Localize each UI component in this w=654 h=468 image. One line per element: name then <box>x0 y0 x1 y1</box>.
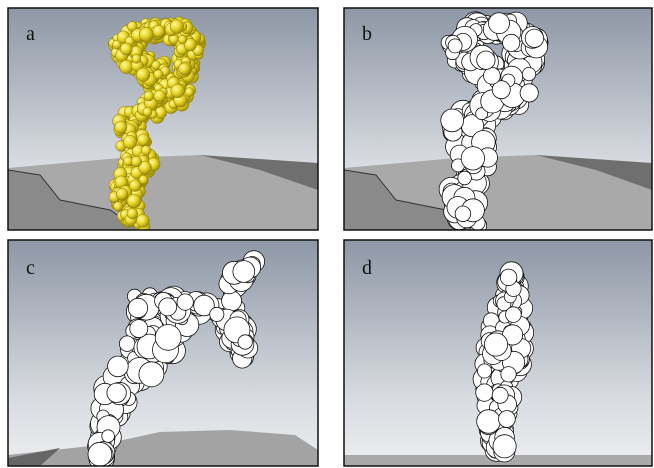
plume-puff <box>107 383 126 402</box>
plume-puff <box>493 435 516 458</box>
plume-puff <box>503 34 520 51</box>
plume-puff <box>441 109 464 132</box>
panel-c <box>8 240 318 468</box>
plume-puff <box>137 134 149 146</box>
plume-puff <box>102 430 115 443</box>
plume-puff <box>233 261 255 283</box>
panel-b <box>344 8 652 234</box>
plume-puff <box>136 68 150 82</box>
plume-puff <box>506 307 522 323</box>
panel-a <box>8 8 318 233</box>
plume-puff <box>499 411 516 428</box>
plume-puff <box>500 269 517 286</box>
panel-label: d <box>362 257 372 279</box>
plume-puff <box>130 320 148 338</box>
plume-puff <box>492 387 508 403</box>
plume-puff <box>119 336 135 352</box>
plume-puff <box>108 356 129 377</box>
plume-puff <box>238 335 252 349</box>
plume-puff <box>116 188 128 200</box>
plume-puff <box>178 35 187 44</box>
plume-puff <box>171 84 185 98</box>
plume-puff <box>154 90 166 102</box>
plume-puff <box>144 91 154 101</box>
plume-puff <box>132 54 141 63</box>
panel-label: b <box>362 23 372 45</box>
figure: a b c d <box>0 0 654 468</box>
plume-puff <box>170 20 184 34</box>
plume-puff <box>139 362 164 387</box>
panel-label: a <box>26 23 35 45</box>
plume-puff <box>222 291 242 311</box>
plume-puff <box>210 307 224 321</box>
plume-puff <box>476 384 493 401</box>
plume-puff <box>131 156 142 167</box>
plume-puff <box>185 88 194 97</box>
plume-puff <box>153 25 165 37</box>
plume-puff <box>179 63 191 75</box>
plume-puff <box>484 67 501 84</box>
plume-puff <box>139 27 153 41</box>
plume-puff <box>143 107 152 116</box>
plume-puff <box>501 367 516 382</box>
plume-puff <box>113 202 122 211</box>
plume-puff <box>128 298 147 317</box>
plume-puff <box>123 135 137 149</box>
plume-puff <box>489 13 510 34</box>
plume-puff <box>136 214 149 227</box>
plume-puff <box>455 206 471 222</box>
plume-puff <box>154 70 163 79</box>
plume-puff <box>115 121 127 133</box>
plume-puff <box>448 39 462 53</box>
plume-puff <box>477 51 495 69</box>
plume-puff <box>522 67 535 80</box>
plume-puff <box>141 146 151 156</box>
plume-puff <box>129 180 141 192</box>
plume-puff <box>127 194 141 208</box>
plume-puff <box>177 294 193 310</box>
plume-puff <box>88 442 112 466</box>
plume-puff <box>477 410 501 434</box>
plume-puff <box>461 147 484 170</box>
plume-puff <box>520 84 538 102</box>
plume-puff <box>159 298 177 316</box>
plume-puff <box>484 333 507 356</box>
plume-puff <box>525 29 543 47</box>
panel-label: c <box>26 257 35 279</box>
plume-puff <box>127 208 138 219</box>
panel-d <box>344 240 652 466</box>
plume-puff <box>458 171 472 185</box>
plume-puff <box>120 43 132 55</box>
plume-puff <box>477 364 491 378</box>
plume-puff <box>155 325 181 351</box>
